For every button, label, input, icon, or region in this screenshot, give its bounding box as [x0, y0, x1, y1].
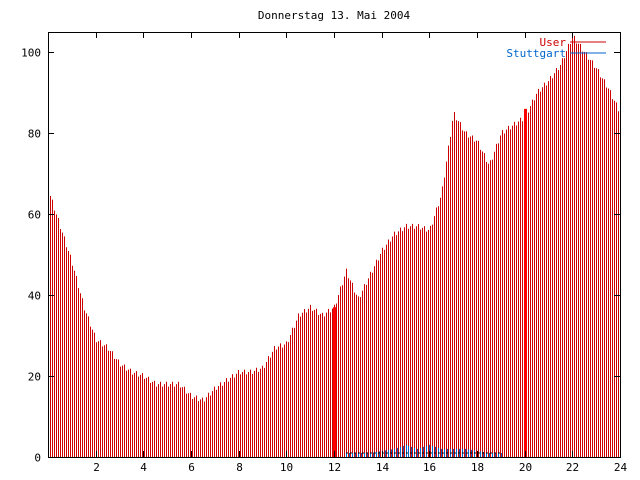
legend-label-stuttgart: Stuttgart [506, 47, 566, 60]
x-tick-label: 12 [328, 461, 341, 474]
x-tick-label: 6 [188, 461, 195, 474]
chart-title: Donnerstag 13. Mai 2004 [258, 9, 411, 22]
x-tick-label: 8 [236, 461, 243, 474]
x-tick-label: 4 [140, 461, 147, 474]
y-tick-label: 60 [28, 209, 41, 222]
x-tick-label: 10 [280, 461, 293, 474]
y-tick-label: 0 [34, 452, 41, 465]
y-tick-label: 20 [28, 371, 41, 384]
y-tick-label: 40 [28, 290, 41, 303]
stuttgart-series-layer [345, 444, 502, 457]
legend-label-user: User [540, 36, 567, 49]
legend: User Stuttgart [506, 36, 606, 60]
x-tick-label: 16 [423, 461, 436, 474]
y-tick-label: 100 [21, 47, 41, 60]
bars-layer [48, 35, 621, 457]
x-tick-label: 22 [566, 461, 579, 474]
x-tick-label: 14 [376, 461, 390, 474]
x-tick-label: 20 [519, 461, 532, 474]
x-tick-label: 18 [471, 461, 484, 474]
x-tick-label: 24 [614, 461, 628, 474]
x-tick-label: 2 [93, 461, 100, 474]
y-tick-label: 80 [28, 128, 41, 141]
